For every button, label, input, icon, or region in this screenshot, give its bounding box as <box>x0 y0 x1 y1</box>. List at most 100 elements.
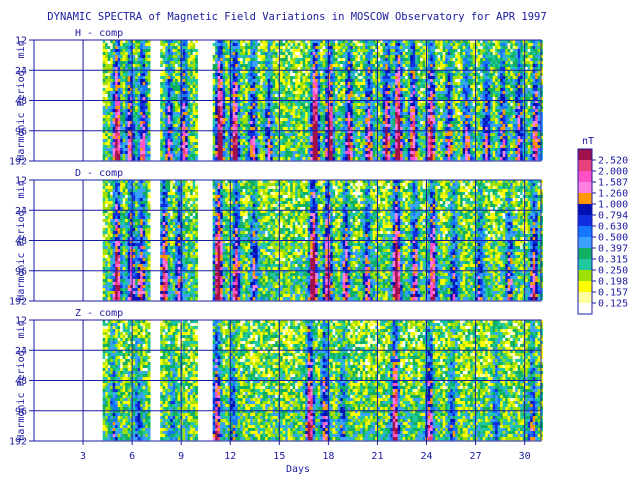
spectrum-cell <box>320 145 323 148</box>
spectrum-cell <box>348 73 351 76</box>
spectrum-cell <box>333 148 336 151</box>
spectrum-cell <box>303 79 306 82</box>
spectrum-cell <box>110 49 113 52</box>
spectrum-cell <box>335 49 338 52</box>
spectrum-cell <box>403 115 406 118</box>
spectrum-cell <box>215 49 218 52</box>
spectrum-cell <box>288 115 291 118</box>
spectrum-cell <box>405 46 408 49</box>
spectrum-cell <box>438 79 441 82</box>
spectrum-cell <box>283 103 286 106</box>
spectrum-cell <box>178 55 181 58</box>
spectrum-cell <box>283 91 286 94</box>
spectrum-cell <box>120 106 123 109</box>
spectrum-cell <box>350 142 353 145</box>
spectrum-cell <box>323 139 326 142</box>
spectrum-cell <box>108 142 111 145</box>
spectrum-cell <box>315 43 318 46</box>
spectrum-cell <box>310 136 313 139</box>
spectrum-cell <box>330 43 333 46</box>
spectrum-cell <box>270 136 273 139</box>
spectrum-cell <box>420 133 423 136</box>
spectrum-cell <box>343 106 346 109</box>
spectrum-cell <box>250 64 253 67</box>
spectrum-cell <box>163 115 166 118</box>
spectrum-cell <box>350 103 353 106</box>
spectrum-cell <box>223 85 226 88</box>
spectrum-cell <box>233 154 236 157</box>
spectrum-cell <box>140 157 143 160</box>
spectrum-cell <box>380 97 383 100</box>
spectrum-cell <box>220 88 223 91</box>
spectrum-cell <box>275 61 278 64</box>
spectrum-cell <box>168 118 171 121</box>
spectrum-cell <box>398 64 401 67</box>
spectrum-cell <box>353 145 356 148</box>
spectrum-cell <box>120 91 123 94</box>
spectrum-cell <box>213 55 216 58</box>
spectrum-cell <box>393 79 396 82</box>
spectrum-cell <box>410 151 413 154</box>
spectrum-cell <box>303 52 306 55</box>
spectrum-cell <box>178 127 181 130</box>
spectrum-cell <box>170 85 173 88</box>
spectrum-cell <box>398 52 401 55</box>
spectrum-cell <box>390 133 393 136</box>
spectrum-cell <box>333 106 336 109</box>
spectrum-cell <box>128 85 131 88</box>
spectrum-cell <box>410 94 413 97</box>
spectrum-cell <box>178 148 181 151</box>
spectrum-cell <box>408 43 411 46</box>
spectrum-cell <box>133 43 136 46</box>
spectrum-cell <box>163 145 166 148</box>
spectrum-cell <box>433 136 436 139</box>
spectrum-cell <box>173 79 176 82</box>
spectrum-cell <box>423 49 426 52</box>
spectrum-cell <box>120 43 123 46</box>
spectrum-cell <box>175 133 178 136</box>
spectrum-cell <box>333 88 336 91</box>
spectrum-cell <box>405 58 408 61</box>
spectrum-cell <box>388 61 391 64</box>
spectrum-cell <box>298 52 301 55</box>
spectrum-cell <box>325 52 328 55</box>
spectrum-cell <box>250 94 253 97</box>
spectrum-cell <box>335 61 338 64</box>
spectrum-cell <box>370 94 373 97</box>
spectrum-cell <box>373 103 376 106</box>
spectrum-cell <box>223 151 226 154</box>
spectrum-cell <box>233 136 236 139</box>
spectrum-cell <box>238 127 241 130</box>
spectrum-cell <box>223 127 226 130</box>
spectrum-cell <box>283 133 286 136</box>
spectrum-cell <box>133 79 136 82</box>
spectrum-cell <box>400 64 403 67</box>
spectrum-cell <box>333 109 336 112</box>
spectrum-cell <box>388 94 391 97</box>
spectrum-cell <box>403 64 406 67</box>
spectrum-cell <box>245 43 248 46</box>
spectrum-cell <box>430 94 433 97</box>
spectrum-cell <box>260 85 263 88</box>
spectrum-cell <box>118 145 121 148</box>
spectrum-cell <box>273 127 276 130</box>
spectrum-cell <box>378 136 381 139</box>
spectrum-cell <box>310 46 313 49</box>
spectrum-cell <box>340 79 343 82</box>
spectrum-cell <box>345 124 348 127</box>
spectrum-cell <box>115 118 118 121</box>
spectrum-cell <box>285 91 288 94</box>
spectrum-cell <box>175 115 178 118</box>
spectrum-cell <box>320 139 323 142</box>
spectrum-cell <box>420 145 423 148</box>
spectrum-cell <box>383 64 386 67</box>
spectrum-cell <box>315 88 318 91</box>
spectrum-cell <box>290 148 293 151</box>
spectrum-cell <box>143 151 146 154</box>
spectrum-cell <box>428 64 431 67</box>
spectrum-cell <box>125 118 128 121</box>
spectrum-cell <box>273 142 276 145</box>
spectrum-cell <box>188 151 191 154</box>
spectrum-cell <box>355 91 358 94</box>
spectrum-cell <box>240 82 243 85</box>
